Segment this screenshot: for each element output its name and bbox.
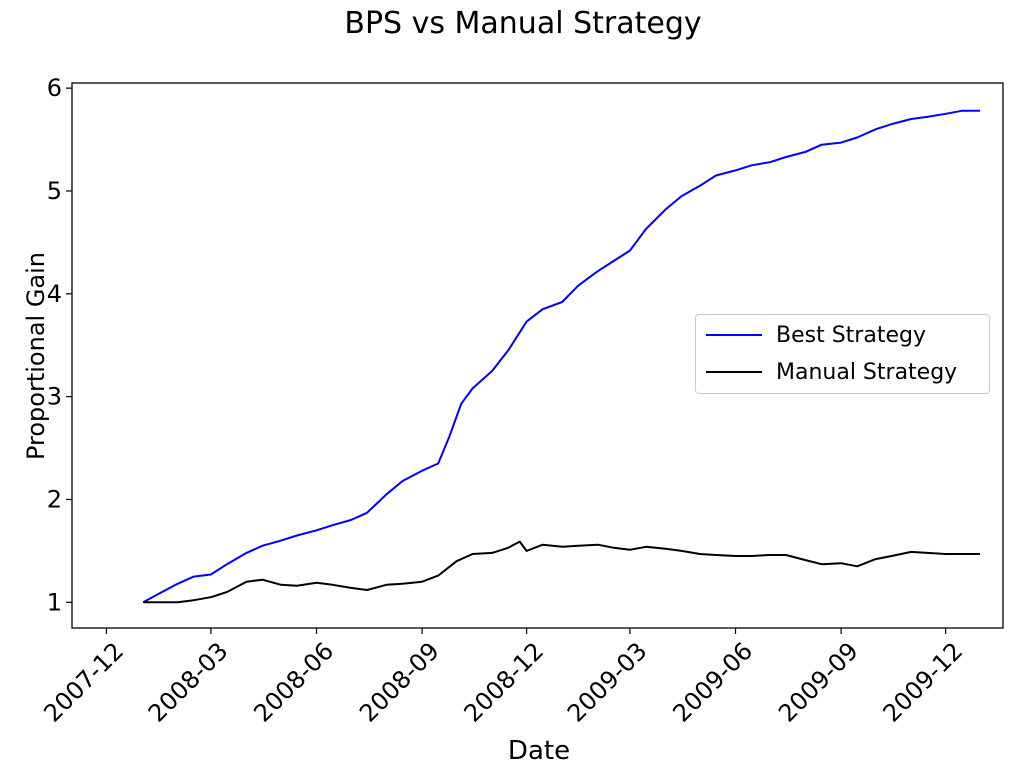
y-tick-label: 5 [47, 177, 62, 205]
y-axis: 1 2 3 4 5 6 [47, 74, 72, 616]
series-line-best-strategy [142, 109, 980, 604]
plot-area [71, 82, 1004, 629]
legend: Best Strategy Manual Strategy [695, 314, 990, 394]
chart-title: BPS vs Manual Strategy [344, 6, 702, 41]
x-tick-label: 2007-12 [38, 637, 129, 728]
legend-swatch-manual-strategy [706, 371, 762, 373]
x-tick-label: 2009-12 [878, 637, 969, 728]
x-tick-label: 2009-09 [773, 637, 864, 728]
x-tick-label: 2008-09 [354, 637, 445, 728]
y-axis-label: Proportional Gain [22, 251, 50, 461]
y-tick-label: 2 [47, 485, 62, 513]
legend-item-best-strategy: Best Strategy [706, 320, 926, 350]
x-tick-label: 2009-03 [562, 637, 653, 728]
series-line-manual-strategy [143, 540, 980, 604]
series-lines [142, 109, 980, 604]
x-tick-label: 2008-03 [143, 637, 234, 728]
legend-swatch-best-strategy [706, 334, 762, 336]
y-tick-label: 6 [47, 74, 62, 102]
x-tick-label: 2008-06 [248, 637, 339, 728]
y-tick-label: 3 [47, 383, 62, 411]
y-tick-label: 4 [47, 280, 62, 308]
legend-label-manual-strategy: Manual Strategy [776, 359, 958, 385]
x-tick-label: 2008-12 [459, 637, 550, 728]
legend-item-manual-strategy: Manual Strategy [706, 357, 957, 387]
x-axis-label: Date [507, 736, 571, 766]
x-axis: 2007-12 2008-03 2008-06 2008-09 2008-12 2009-… [38, 628, 968, 728]
x-tick-label: 2009-06 [667, 637, 758, 728]
y-tick-label: 1 [47, 588, 62, 616]
legend-label-best-strategy: Best Strategy [776, 322, 926, 348]
